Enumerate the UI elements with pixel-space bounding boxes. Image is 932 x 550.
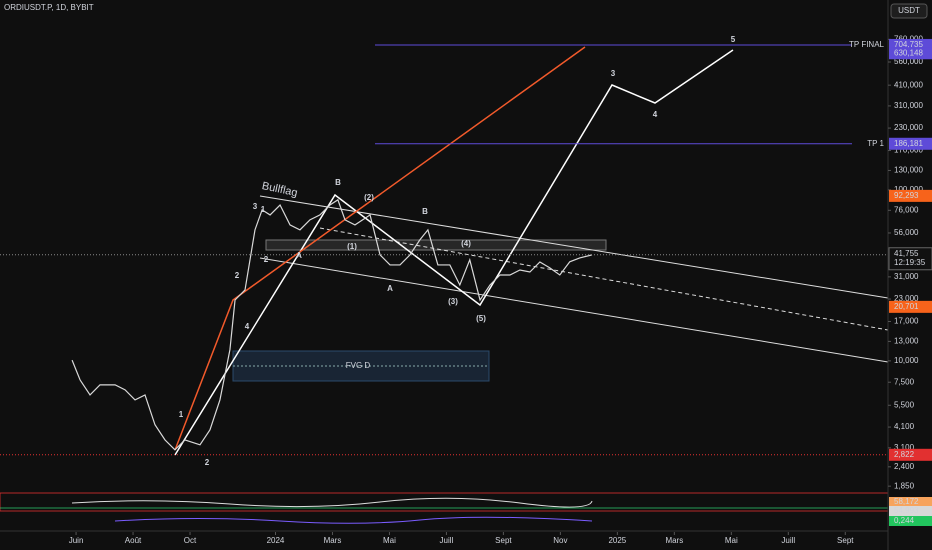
x-tick-label: Mai xyxy=(725,536,738,545)
y-tick-label: 5,500 xyxy=(894,400,915,409)
x-tick-label: Juill xyxy=(440,536,454,545)
x-tick-label: Mars xyxy=(665,536,683,545)
wave-label: (3) xyxy=(448,297,458,306)
y-tick-label: 10,000 xyxy=(894,356,919,365)
x-tick-label: 2024 xyxy=(267,536,285,545)
level-name: TP 1 xyxy=(867,139,884,148)
y-tick-label: 3,100 xyxy=(894,443,915,452)
y-tick-label: 31,000 xyxy=(894,272,919,281)
x-tick-label: Mai xyxy=(383,536,396,545)
wave-label: 4 xyxy=(245,322,250,331)
wave-label: 2 xyxy=(235,271,240,280)
wave-label: 5 xyxy=(731,35,736,44)
trend-projection xyxy=(174,46,586,451)
x-tick-label: 2025 xyxy=(608,536,626,545)
level-label: 186,181 xyxy=(894,139,923,148)
x-tick-label: Juin xyxy=(69,536,84,545)
price-line xyxy=(71,198,593,451)
channel-line xyxy=(259,195,889,299)
price-tag xyxy=(889,189,932,202)
x-tick-label: Août xyxy=(125,536,142,545)
y-tick-label: 1,850 xyxy=(894,481,915,490)
countdown-label: 12:19:35 xyxy=(894,258,926,267)
x-tick-label: Mars xyxy=(324,536,342,545)
wave-label: 1 xyxy=(261,205,266,214)
price-tag-label: 630,148 xyxy=(894,48,923,57)
macd-pane xyxy=(0,512,888,528)
y-tick-label: 310,000 xyxy=(894,101,923,110)
y-tick-label: 4,100 xyxy=(894,422,915,431)
y-tick-label: 130,000 xyxy=(894,166,923,175)
currency-button[interactable] xyxy=(890,3,928,19)
last-price-tag xyxy=(888,247,932,271)
wave-label: (5) xyxy=(476,314,486,323)
channel-midline xyxy=(319,227,889,331)
wave-label: 2 xyxy=(264,255,269,264)
wave-label: 2 xyxy=(205,458,210,467)
wave-label: 3 xyxy=(611,69,616,78)
x-tick-label: Sept xyxy=(837,536,854,545)
x-tick-label: Sept xyxy=(495,536,512,545)
indicator-label: 54,993 xyxy=(894,506,919,515)
x-tick-label: Oct xyxy=(184,536,197,545)
y-tick-label: 100,000 xyxy=(894,185,923,194)
y-tick-label: 410,000 xyxy=(894,80,923,89)
indicator-tag xyxy=(889,506,932,516)
wave-label: (2) xyxy=(364,193,374,202)
wave-projection xyxy=(174,49,734,456)
wave-label: B xyxy=(335,178,341,187)
indicator-tag xyxy=(889,516,932,526)
y-tick-label: 560,000 xyxy=(894,57,923,66)
price-tag-label: 92,293 xyxy=(894,191,919,200)
y-tick-label: 7,500 xyxy=(894,377,915,386)
level-name: TP FINAL xyxy=(849,40,885,49)
macd-line xyxy=(114,516,593,524)
wave-label: B xyxy=(422,207,428,216)
y-tick-label: 230,000 xyxy=(894,123,923,132)
level-label: 704,735 xyxy=(894,40,923,49)
symbol-title: ORDIUSDT.P, 1D, BYBIT xyxy=(4,3,94,12)
level-tag xyxy=(889,137,932,150)
wave-label: 1 xyxy=(179,410,184,419)
x-tick-label: Juill xyxy=(781,536,795,545)
range-box xyxy=(265,239,607,251)
y-tick-label: 23,000 xyxy=(894,294,919,303)
wave-label: A xyxy=(296,251,302,260)
indicator-tag xyxy=(889,497,932,507)
wave-label: (1) xyxy=(347,242,357,251)
y-tick-label: 170,000 xyxy=(894,146,923,155)
y-tick-label: 17,000 xyxy=(894,317,919,326)
price-tag-label: 2,822 xyxy=(894,450,915,459)
y-tick-label: 56,000 xyxy=(894,228,919,237)
indicator-label: 58,172 xyxy=(894,497,919,506)
wave-label: A xyxy=(387,284,393,293)
price-tag-label: 20,701 xyxy=(894,302,919,311)
indicator-label: 0,244 xyxy=(894,516,915,525)
rsi-line xyxy=(71,497,593,508)
channel-line xyxy=(259,257,889,363)
price-tag xyxy=(889,448,932,461)
price-tag xyxy=(889,47,932,60)
y-tick-label: 2,400 xyxy=(894,462,915,471)
wave-label: 3 xyxy=(253,202,258,211)
zone-label: FVG D xyxy=(346,361,371,370)
y-tick-label: 13,000 xyxy=(894,337,919,346)
wave-label: 4 xyxy=(653,110,658,119)
y-tick-label: 76,000 xyxy=(894,205,919,214)
price-tag xyxy=(889,300,932,313)
last-price-label: 41,755 xyxy=(894,249,919,258)
currency-label[interactable]: USDT xyxy=(898,6,920,15)
x-tick-label: Nov xyxy=(553,536,567,545)
wave-label: (4) xyxy=(461,239,471,248)
